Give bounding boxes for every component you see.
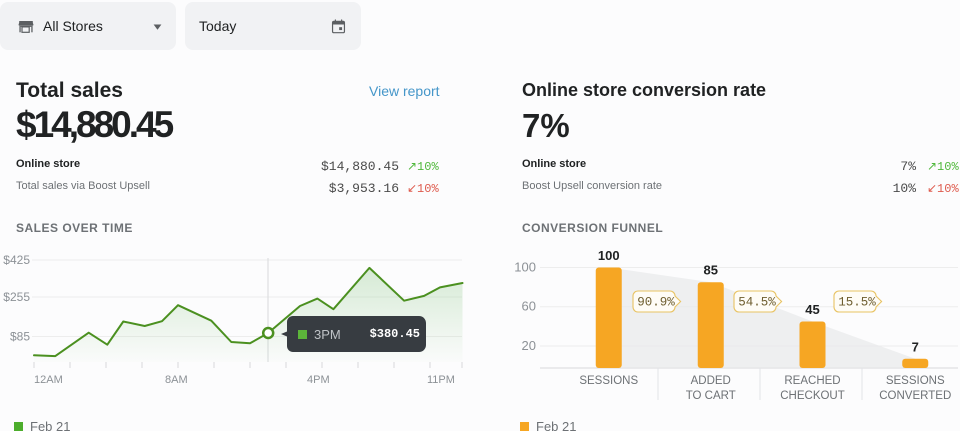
svg-text:7: 7: [912, 339, 919, 354]
svg-text:CONVERTED: CONVERTED: [879, 390, 951, 402]
svg-text:90.9%: 90.9%: [637, 296, 675, 310]
svg-text:100: 100: [514, 260, 536, 275]
svg-text:SESSIONS: SESSIONS: [579, 375, 638, 387]
svg-text:SESSIONS: SESSIONS: [886, 375, 945, 387]
svg-text:60: 60: [522, 299, 536, 314]
svg-text:100: 100: [598, 248, 620, 263]
svg-text:45: 45: [805, 302, 819, 317]
svg-text:CHECKOUT: CHECKOUT: [780, 390, 845, 402]
svg-text:REACHED: REACHED: [784, 375, 840, 387]
svg-text:20: 20: [522, 338, 536, 353]
svg-text:ADDED: ADDED: [691, 375, 731, 387]
svg-text:TO CART: TO CART: [686, 390, 736, 402]
svg-text:15.5%: 15.5%: [838, 296, 876, 310]
svg-text:85: 85: [704, 263, 718, 278]
svg-text:54.5%: 54.5%: [738, 296, 776, 310]
